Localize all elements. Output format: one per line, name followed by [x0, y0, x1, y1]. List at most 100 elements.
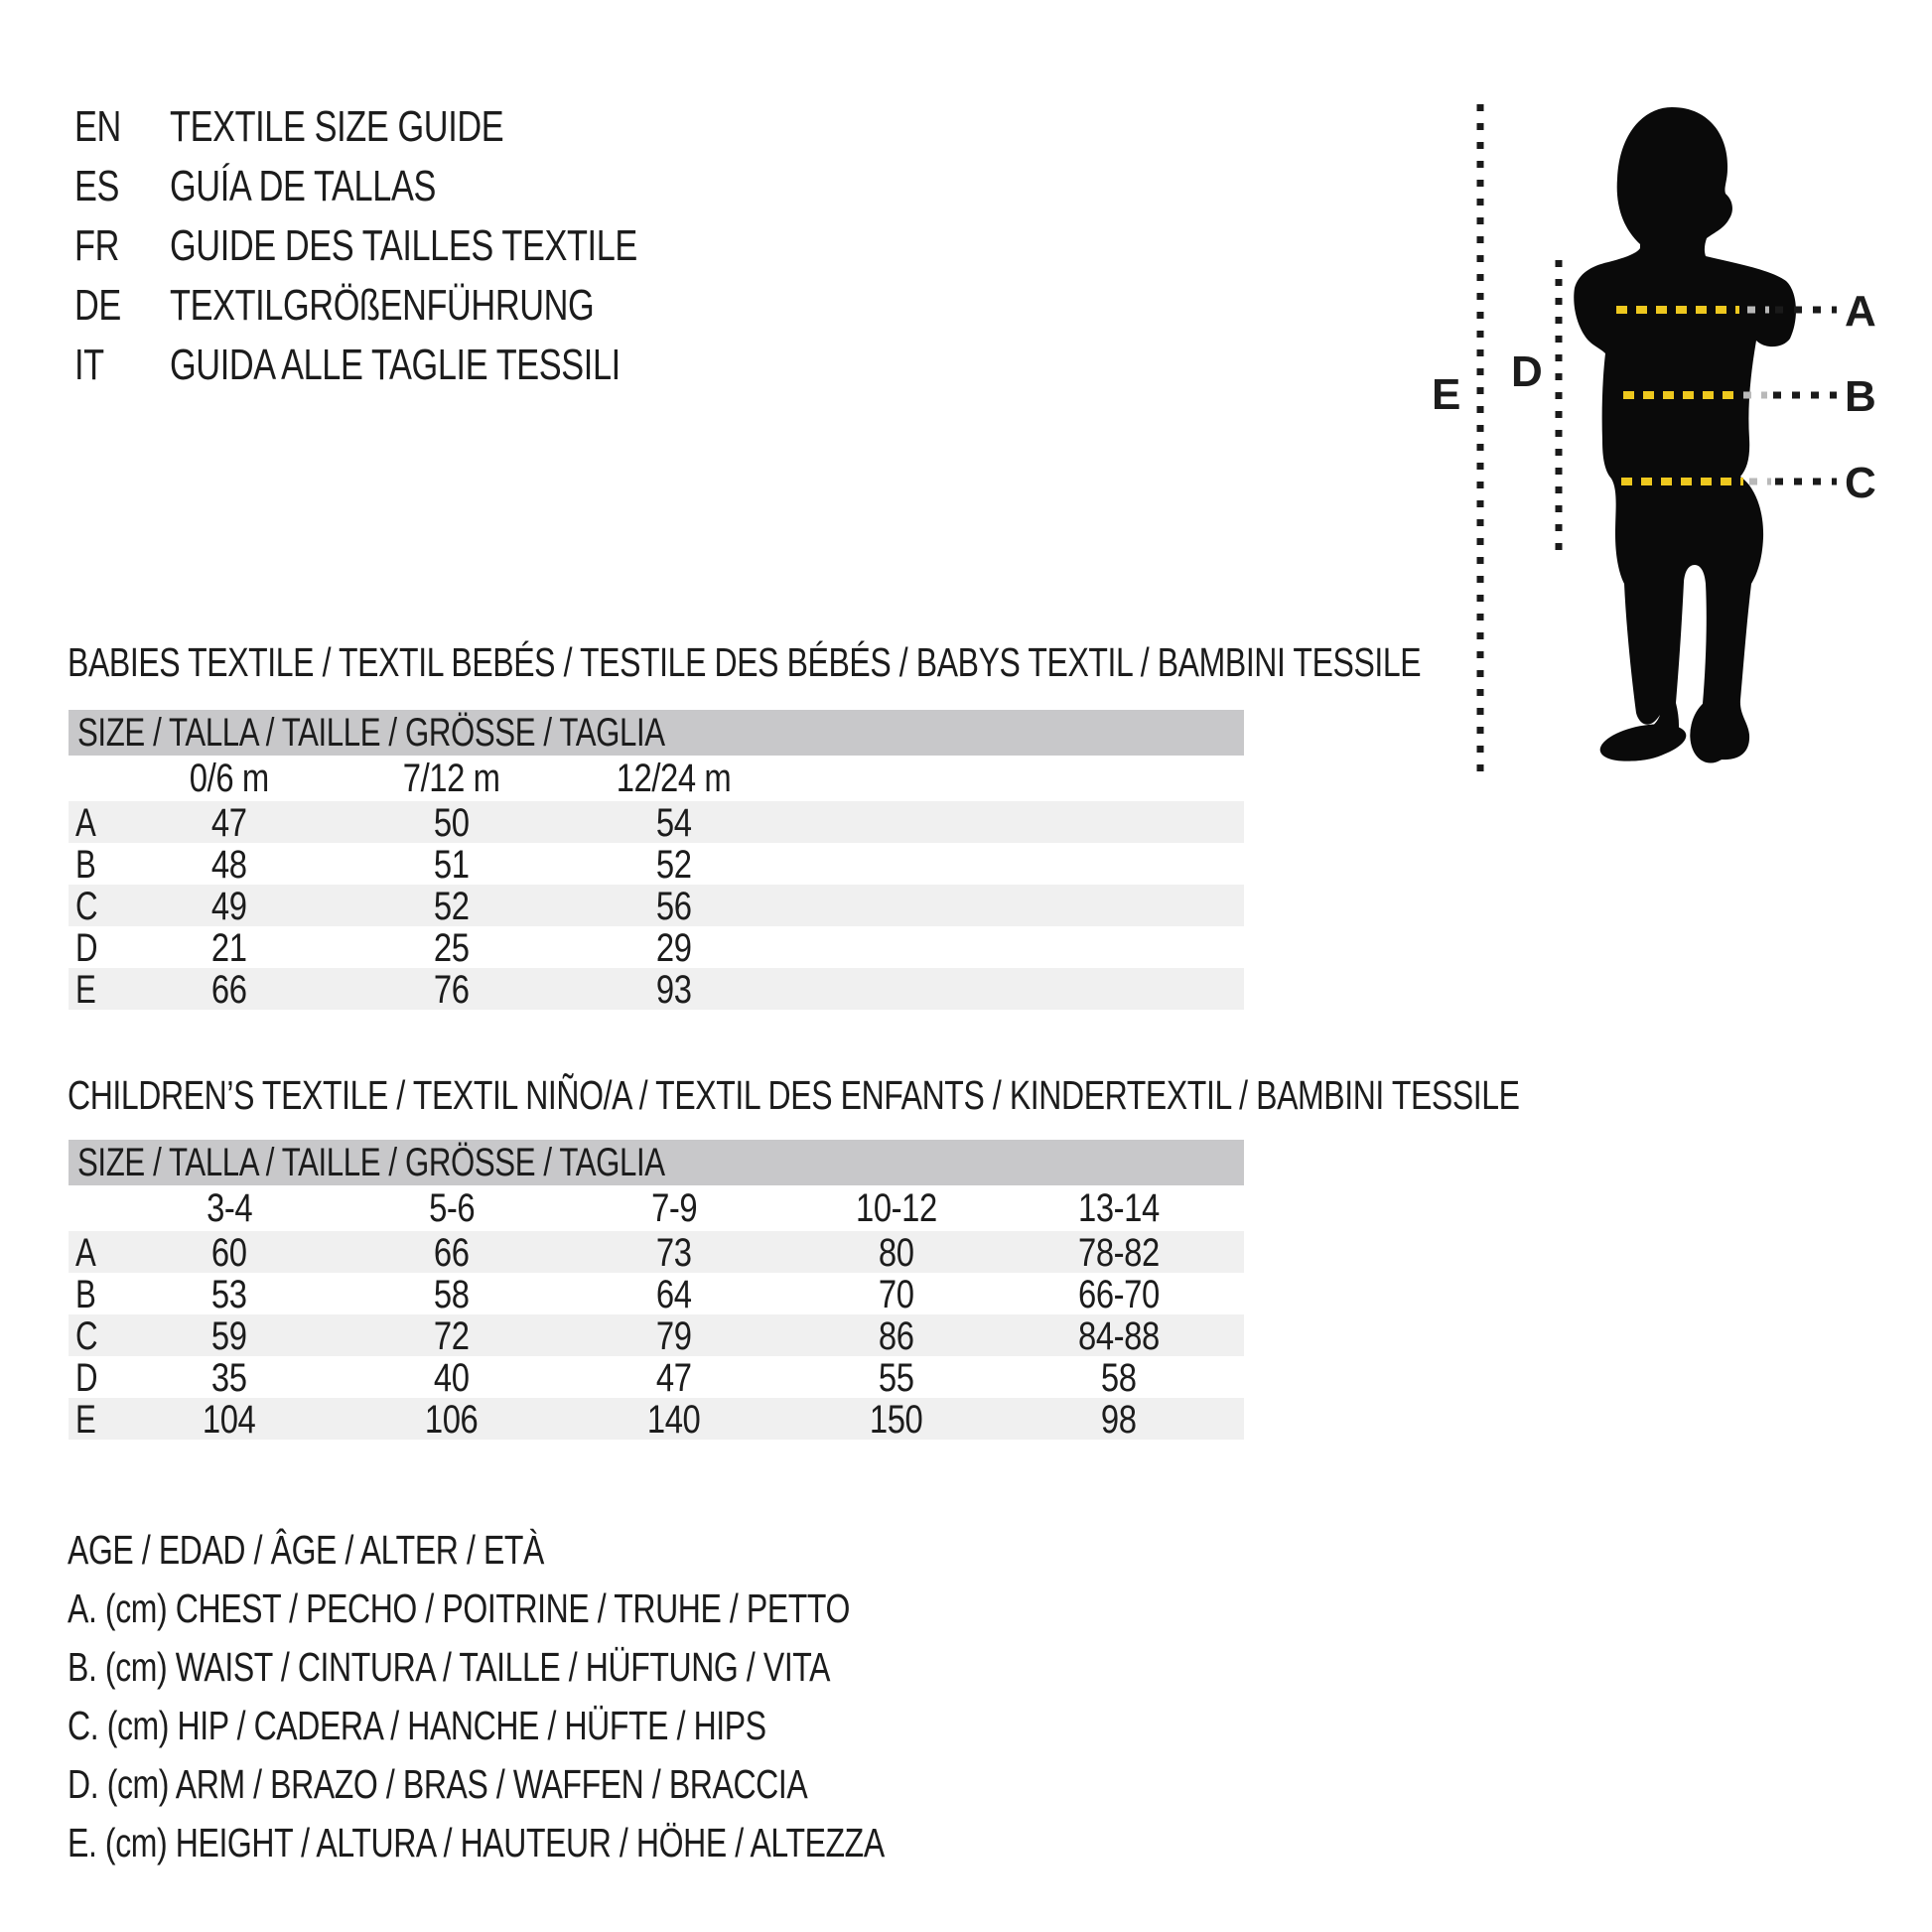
cell-value: 86 — [879, 1314, 914, 1358]
cell-value: 25 — [434, 926, 470, 970]
cell: 140 — [563, 1398, 785, 1443]
legend-waist-text: B. (cm) WAIST / CINTURA / TAILLE / HÜFTU… — [68, 1644, 831, 1690]
cell: 29 — [563, 926, 785, 971]
child-silhouette-svg: A B C D E — [1432, 104, 1876, 771]
cell-value: 58 — [434, 1273, 470, 1316]
cell: 52 — [341, 885, 563, 929]
cell-value: 73 — [656, 1231, 692, 1275]
cell-value: 47 — [211, 801, 247, 845]
lang-row-de: DE TEXTILGRÖßENFÜHRUNG — [74, 276, 769, 336]
cell: 47 — [563, 1356, 785, 1401]
cell-value: 80 — [879, 1231, 914, 1275]
cell: 66-70 — [1008, 1273, 1230, 1317]
row-label: C — [69, 885, 118, 929]
cell-value: 66-70 — [1078, 1273, 1160, 1316]
babies-section-heading: BABIES TEXTILE / TEXTIL BEBÉS / TESTILE … — [68, 639, 1803, 686]
row-label: D — [69, 926, 118, 971]
cell: 58 — [341, 1273, 563, 1317]
lang-row-it: IT GUIDA ALLE TAGLIE TESSILI — [74, 336, 769, 395]
lang-title: GUÍA DE TALLAS — [170, 162, 436, 210]
lang-code: EN — [74, 102, 170, 152]
lang-title: TEXTILE SIZE GUIDE — [170, 102, 504, 151]
cell-value: 84-88 — [1078, 1314, 1160, 1358]
cell: 66 — [118, 968, 341, 1013]
column-header: 0/6 m — [118, 757, 341, 801]
legend-chest-text: A. (cm) CHEST / PECHO / POITRINE / TRUHE… — [68, 1586, 850, 1631]
column-header: 12/24 m — [563, 757, 785, 801]
cell: 60 — [118, 1231, 341, 1276]
cell-value: 79 — [656, 1314, 692, 1358]
cell-value: 53 — [211, 1273, 247, 1316]
column-header-text: 10-12 — [856, 1185, 937, 1230]
cell-value: 150 — [870, 1398, 923, 1442]
legend-height: E. (cm) HEIGHT / ALTURA / HAUTEUR / HÖHE… — [68, 1814, 1115, 1872]
cell-value: 40 — [434, 1356, 470, 1400]
babies-heading-text: BABIES TEXTILE / TEXTIL BEBÉS / TESTILE … — [68, 639, 1422, 685]
row-label-text: D — [75, 1356, 98, 1400]
column-header: 3-4 — [118, 1186, 341, 1231]
cell: 25 — [341, 926, 563, 971]
lang-row-en: EN TEXTILE SIZE GUIDE — [74, 97, 769, 157]
left-shoe — [1599, 724, 1687, 761]
cell-value: 93 — [656, 968, 692, 1012]
cell-value: 21 — [211, 926, 247, 970]
table-row-d: D 21 25 29 — [69, 926, 1244, 971]
cell: 53 — [118, 1273, 341, 1317]
cell: 64 — [563, 1273, 785, 1317]
column-header-text: 3-4 — [206, 1185, 253, 1230]
table-row-a: A 47 50 54 — [69, 801, 1244, 846]
cell-value: 104 — [203, 1398, 256, 1442]
legend-hip: C. (cm) HIP / CADERA / HANCHE / HÜFTE / … — [68, 1697, 1115, 1755]
column-header: 13-14 — [1008, 1186, 1230, 1231]
row-label: A — [69, 801, 118, 846]
table-row-b: B 48 51 52 — [69, 843, 1244, 888]
lang-title: TEXTILGRÖßENFÜHRUNG — [170, 281, 595, 330]
table-row-c: C 49 52 56 — [69, 885, 1244, 929]
column-header-text: 7/12 m — [403, 756, 500, 800]
children-size-bar-text: SIZE / TALLA / TAILLE / GRÖSSE / TAGLIA — [77, 1140, 665, 1184]
child-silhouette — [1574, 107, 1796, 761]
cell: 79 — [563, 1314, 785, 1359]
table-row-a: A 60 66 73 80 78-82 — [69, 1231, 1244, 1276]
lang-code-text: ES — [74, 162, 120, 210]
label-b: B — [1845, 372, 1876, 421]
cell: 55 — [785, 1356, 1008, 1401]
row-label-text: B — [75, 843, 96, 887]
cell: 50 — [341, 801, 563, 846]
cell-value: 59 — [211, 1314, 247, 1358]
babies-size-table: 0/6 m 7/12 m 12/24 m A 47 50 54 B 48 51 … — [69, 756, 1244, 1013]
lang-code-text: IT — [74, 341, 104, 389]
cell-value: 47 — [656, 1356, 692, 1400]
children-section-heading: CHILDREN’S TEXTILE / TEXTIL NIÑO/A / TEX… — [68, 1072, 1929, 1119]
cell: 80 — [785, 1231, 1008, 1276]
row-label-text: C — [75, 885, 98, 928]
babies-size-bar-text: SIZE / TALLA / TAILLE / GRÖSSE / TAGLIA — [77, 710, 665, 755]
language-title-block: EN TEXTILE SIZE GUIDE ES GUÍA DE TALLAS … — [74, 97, 769, 395]
cell-value: 29 — [656, 926, 692, 970]
label-a: A — [1845, 287, 1876, 336]
lang-code-text: FR — [74, 221, 119, 270]
legend-hip-text: C. (cm) HIP / CADERA / HANCHE / HÜFTE / … — [68, 1703, 766, 1748]
cell: 73 — [563, 1231, 785, 1276]
table-row-e: E 104 106 140 150 98 — [69, 1398, 1244, 1443]
children-size-bar: SIZE / TALLA / TAILLE / GRÖSSE / TAGLIA — [69, 1140, 1244, 1185]
row-label: B — [69, 1273, 118, 1317]
cell-value: 98 — [1101, 1398, 1137, 1442]
cell-value: 78-82 — [1078, 1231, 1160, 1275]
lang-code: DE — [74, 281, 170, 331]
label-c: C — [1845, 459, 1876, 507]
row-label: B — [69, 843, 118, 888]
legend-age-text: AGE / EDAD / ÂGE / ALTER / ETÀ — [68, 1527, 544, 1573]
row-label: A — [69, 1231, 118, 1276]
legend-age: AGE / EDAD / ÂGE / ALTER / ETÀ — [68, 1521, 1115, 1580]
cell: 98 — [1008, 1398, 1230, 1443]
cell-value: 54 — [656, 801, 692, 845]
cell-value: 64 — [656, 1273, 692, 1316]
column-header-text: 13-14 — [1078, 1185, 1160, 1230]
cell: 150 — [785, 1398, 1008, 1443]
cell-value: 72 — [434, 1314, 470, 1358]
cell-value: 56 — [656, 885, 692, 928]
row-label-text: D — [75, 926, 98, 970]
legend-arm: D. (cm) ARM / BRAZO / BRAS / WAFFEN / BR… — [68, 1755, 1115, 1814]
